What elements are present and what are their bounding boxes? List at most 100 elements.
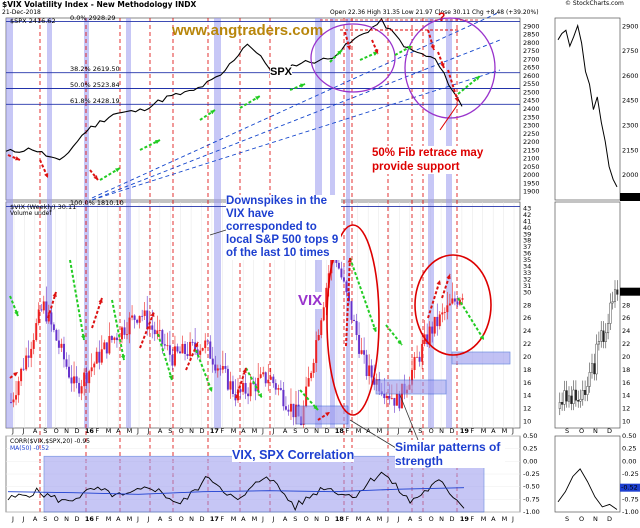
vix-y-tick: 34 [523,263,531,271]
x-tick-label: F [220,427,224,435]
vix-legend: $VIX (Weekly) 30.11 [10,203,77,211]
vix-candle [60,343,63,348]
corr-mini-y-tick: -1.00 [622,508,639,516]
x-tick-label: M [377,427,383,435]
vix-candle [100,349,103,363]
x-tick-label-bottom: 18 [335,515,345,523]
similar-pointer-2 [399,394,419,441]
spx-y-tick: 2350 [523,113,540,121]
x-tick-label: J [146,427,149,435]
vix-mini-candle [565,390,568,402]
vix-candle [264,372,267,384]
vix-candle [209,341,212,359]
spx-green-arrow-head [210,110,215,115]
vix-candle [156,330,159,335]
vix-mini-candle [614,289,617,302]
watermark-url: www.angtraders.com [172,22,324,39]
spx-y-tick: 2100 [523,155,540,163]
corr-y-tick: 0.25 [523,445,537,453]
vix-mini-y-tick: 22 [622,340,630,348]
vix-y-tick: 43 [523,204,531,212]
vix-candle [441,312,444,315]
downspikes-annotation: Downspikes in the VIX have corresponded … [226,195,341,260]
spx-last-value: 2416.62 [621,193,640,201]
x-tick-label-bottom: J [261,515,264,523]
vix-candle [310,372,313,379]
vix-candle [120,327,123,340]
x-tick-label: O [429,427,434,435]
vix-mini-candle [586,386,589,395]
vix-green-arrow-head [397,340,402,345]
x-tick-label: F [95,427,99,435]
vix-mini-candle [611,301,614,304]
vix-spike-circle-1 [326,224,380,416]
spx-y-tick: 2450 [523,97,540,105]
channel-middle [91,39,501,201]
vix-candle [282,389,285,407]
vix-y-tick: 14 [523,392,531,400]
vix-candle [70,377,73,384]
spike-band [346,18,350,428]
vix-mini-candle [616,289,619,295]
x-tick-label: 17 [210,427,219,435]
spx-y-tick: 2300 [523,122,540,130]
x-tick-label: N [64,427,69,435]
vix-candle [461,298,464,300]
spx-mini-y-tick: 2900 [622,22,639,30]
vix-candle [224,365,227,369]
vix-candle [151,325,154,330]
vix-candle [148,325,151,330]
x-tick-label-bottom: D [75,515,80,523]
vix-candle [448,303,451,306]
vix-candle [421,343,424,362]
vix-candle [52,324,55,331]
spx-green-arrow [139,139,161,151]
vix-spike-circle-2 [414,254,492,356]
mini-x-tick: D [607,427,612,435]
vix-candle [363,350,366,355]
vix-candle [390,398,393,399]
vix-candle [178,351,181,354]
x-tick-label: J [136,427,139,435]
vix-candle [138,315,141,323]
vix-candle [181,343,184,354]
spx-mini-y-tick: 2600 [622,72,639,80]
vix-red-arrow-head [446,274,451,279]
spike-band [126,18,131,428]
x-tick-label-bottom: M [502,515,508,523]
spx-mini-y-tick: 2150 [622,146,639,154]
x-tick-label-bottom: D [200,515,205,523]
vix-mini-candle [570,395,573,404]
x-tick-label-bottom: 16 [85,515,95,523]
spx-mini-y-tick: 2300 [622,122,639,130]
vix-candle [199,350,202,355]
corr-last-value-tag [620,483,640,492]
x-tick-label: A [283,427,288,435]
vix-mini-candle [584,390,587,395]
vix-candle [458,299,461,305]
vix-mini-candle [572,389,575,404]
x-tick-label-bottom: N [314,515,319,523]
spx-green-arrow-head [407,46,412,51]
x-tick-label: A [491,427,496,435]
x-tick-label-bottom: A [241,515,246,523]
vix-y-tick: 32 [523,275,531,283]
vix-candle [325,287,328,308]
vix-candle [17,381,20,396]
vix-candle [105,342,108,354]
x-tick-label: A [116,427,121,435]
corr-last-value: -0.52 [621,484,638,492]
vix-red-arrow-head [150,312,155,317]
vix-red-arrow-head [13,372,18,377]
vix-candle [194,342,197,350]
x-tick-label: D [200,427,205,435]
vix-y-tick: 16 [523,379,531,387]
x-tick-label: M [127,427,133,435]
vix-candle [355,320,358,335]
vix-candle [456,301,459,305]
spx-label: SPX [270,66,293,78]
x-tick-label-bottom: S [418,515,422,523]
vix-candle [393,398,396,406]
spx-green-arrow-head [337,50,342,55]
x-tick-label-bottom: A [158,515,163,523]
